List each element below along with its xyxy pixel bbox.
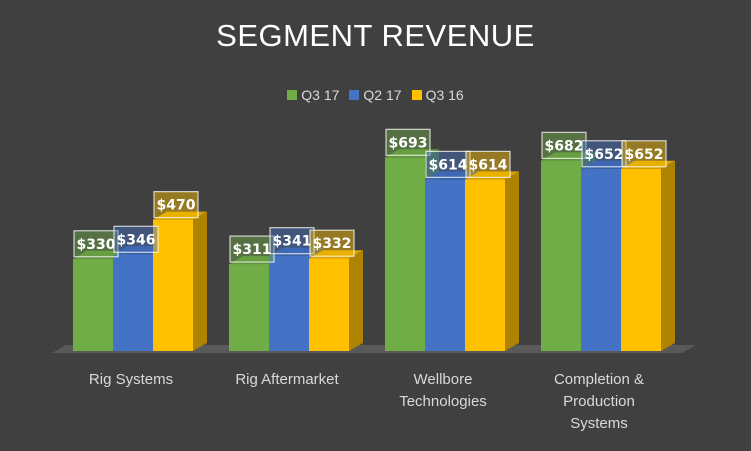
data-label-text: $330 bbox=[77, 237, 116, 253]
bar-side bbox=[661, 160, 675, 351]
data-label: $682 bbox=[541, 131, 587, 159]
data-label: $311 bbox=[229, 235, 275, 263]
bar-front bbox=[229, 264, 269, 351]
bar-side bbox=[505, 171, 519, 351]
data-label-box bbox=[425, 150, 471, 178]
data-label: $693 bbox=[385, 128, 431, 156]
data-label: $614 bbox=[425, 150, 471, 178]
bar-side bbox=[193, 211, 207, 351]
data-label-text: $311 bbox=[233, 242, 272, 258]
x-tick-label: Technologies bbox=[399, 393, 487, 410]
data-label-box bbox=[269, 227, 315, 255]
legend-label: Q3 16 bbox=[425, 87, 464, 103]
chart-floor bbox=[52, 345, 696, 353]
bar-front bbox=[465, 179, 505, 351]
data-label: $330 bbox=[73, 230, 119, 258]
bar-q3-16-cat-2 bbox=[465, 171, 519, 351]
data-label-box bbox=[113, 225, 159, 253]
data-label-text: $693 bbox=[389, 135, 428, 151]
data-label: $332 bbox=[309, 229, 355, 257]
bar-front bbox=[621, 168, 661, 351]
legend-label: Q2 17 bbox=[363, 87, 402, 103]
legend-label: Q3 17 bbox=[301, 87, 340, 103]
data-label-box bbox=[581, 140, 627, 168]
bar-front bbox=[113, 254, 153, 351]
legend-swatch bbox=[349, 90, 360, 100]
data-label-text: $614 bbox=[469, 157, 508, 173]
bar-q3-16-cat-0 bbox=[153, 211, 207, 351]
x-tick-label: Rig Systems bbox=[89, 371, 173, 388]
data-label-box bbox=[465, 150, 511, 178]
data-label-text: $332 bbox=[313, 236, 352, 252]
data-label-text: $346 bbox=[117, 232, 156, 248]
data-label-text: $341 bbox=[273, 234, 312, 250]
x-tick-label: Wellbore bbox=[414, 371, 473, 388]
legend-swatch bbox=[411, 90, 422, 100]
x-tick-label: Completion & bbox=[554, 371, 644, 388]
legend-swatch bbox=[287, 90, 298, 100]
x-tick-label: Rig Aftermarket bbox=[235, 371, 339, 388]
data-label-text: $652 bbox=[625, 147, 664, 163]
bar-front bbox=[269, 255, 309, 351]
data-label: $341 bbox=[269, 227, 315, 255]
data-label-box bbox=[153, 191, 199, 219]
x-tick-label: Systems bbox=[570, 415, 628, 432]
bar-front bbox=[541, 160, 581, 351]
data-label: $652 bbox=[581, 140, 627, 168]
bar-q3-16-cat-1 bbox=[309, 250, 363, 351]
x-tick-label: Production bbox=[563, 393, 635, 410]
legend-item-q3-17: Q3 17 bbox=[287, 87, 339, 103]
data-label-box bbox=[385, 128, 431, 156]
bar-q3-16-cat-3 bbox=[621, 160, 675, 351]
data-label-text: $614 bbox=[429, 157, 468, 173]
data-label-box bbox=[309, 229, 355, 257]
data-label-text: $682 bbox=[545, 138, 584, 154]
legend-item-q3-16: Q3 16 bbox=[411, 87, 464, 103]
bar-side bbox=[349, 250, 363, 351]
data-label: $614 bbox=[465, 150, 511, 178]
data-label-box bbox=[541, 131, 587, 159]
data-label: $652 bbox=[621, 140, 667, 168]
data-label-text: $652 bbox=[585, 147, 624, 163]
data-label-text: $470 bbox=[157, 198, 196, 214]
data-label-box bbox=[73, 230, 119, 258]
chart-title: SEGMENT REVENUE bbox=[216, 18, 535, 53]
bar-front bbox=[385, 157, 425, 351]
data-label-box bbox=[229, 235, 275, 263]
legend: Q3 17 Q2 17 Q3 16 bbox=[0, 87, 751, 103]
bar-front bbox=[153, 219, 193, 351]
bar-front bbox=[73, 258, 113, 351]
bar-front bbox=[425, 179, 465, 351]
data-label-box bbox=[621, 140, 667, 168]
bar-front bbox=[309, 258, 349, 351]
data-label: $346 bbox=[113, 225, 159, 253]
data-label: $470 bbox=[153, 191, 199, 219]
legend-item-q2-17: Q2 17 bbox=[349, 87, 402, 103]
bar-front bbox=[581, 168, 621, 351]
